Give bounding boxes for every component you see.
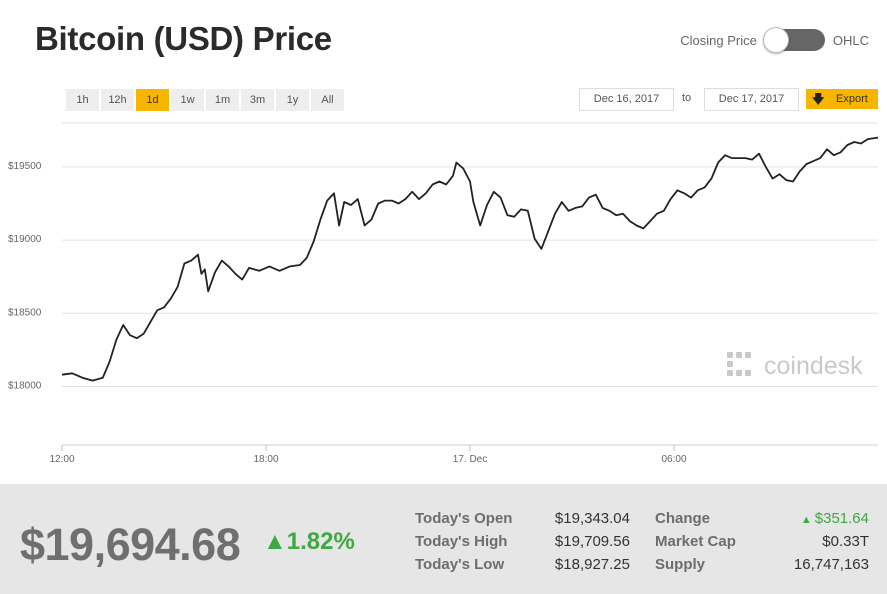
today-open-label: Today's Open: [415, 510, 513, 527]
today-high-label: Today's High: [415, 533, 508, 550]
range-button-all[interactable]: All: [311, 89, 344, 111]
today-open-value: $19,343.04: [554, 510, 630, 527]
toggle-knob[interactable]: [762, 27, 789, 53]
change-amount: $351.64: [814, 510, 869, 527]
closing-price-label[interactable]: Closing Price: [680, 32, 757, 48]
date-to-input[interactable]: Dec 17, 2017: [704, 88, 799, 111]
y-tick-label: $19500: [8, 161, 42, 172]
range-button-1m[interactable]: 1m: [206, 89, 239, 111]
range-button-1d[interactable]: 1d: [136, 89, 169, 111]
x-tick-label: 17. Dec: [453, 454, 487, 465]
current-price: $19,694.68: [20, 519, 241, 570]
price-chart[interactable]: $18000 $18500 $19000 $19500 12:00 18:00 17. D…: [0, 115, 887, 470]
chart-grid: [61, 122, 878, 451]
change-label: Change: [655, 510, 711, 527]
coindesk-logo-icon: [727, 352, 751, 376]
ohlc-label[interactable]: OHLC: [832, 32, 869, 48]
market-cap-value: $0.33T: [822, 533, 869, 550]
change-up-icon: ▲: [800, 514, 815, 526]
up-triangle-icon: ▲: [263, 528, 287, 555]
today-high-value: $19,709.56: [554, 533, 630, 550]
y-tick-label: $19000: [8, 234, 42, 245]
change-value: ▲ $351.64: [801, 510, 869, 527]
y-tick-label: $18000: [8, 380, 42, 391]
x-tick-label: 06:00: [661, 454, 686, 465]
supply-value: 16,747,163: [793, 556, 869, 573]
range-button-12h[interactable]: 12h: [101, 89, 134, 111]
x-axis-labels: 12:00 18:00 17. Dec 06:00: [49, 454, 686, 465]
price-type-toggle-group: Closing Price OHLC: [680, 25, 869, 55]
date-separator: to: [682, 92, 692, 104]
market-cap-label: Market Cap: [655, 533, 736, 550]
supply-label: Supply: [655, 556, 706, 573]
coindesk-watermark: coindesk: [727, 352, 863, 380]
coindesk-logo-text: coindesk: [764, 352, 863, 380]
range-button-1h[interactable]: 1h: [66, 89, 99, 111]
y-tick-label: $18500: [8, 307, 42, 318]
today-low-value: $18,927.25: [554, 556, 630, 573]
change-percent: ▲1.82%: [263, 528, 355, 556]
range-button-3m[interactable]: 3m: [241, 89, 274, 111]
change-percent-value: 1.82%: [286, 528, 355, 555]
today-low-label: Today's Low: [415, 556, 505, 573]
price-line: [61, 136, 879, 382]
date-from-input[interactable]: Dec 16, 2017: [579, 88, 674, 111]
export-button[interactable]: 🡇 Export: [806, 89, 878, 109]
range-button-1y[interactable]: 1y: [276, 89, 309, 111]
y-axis-labels: $18000 $18500 $19000 $19500: [8, 161, 42, 392]
price-type-toggle[interactable]: [762, 27, 825, 53]
download-arrow-icon: 🡇: [812, 92, 825, 106]
page-title: Bitcoin (USD) Price: [35, 20, 332, 57]
price-summary-panel: [0, 484, 887, 594]
range-selector: 1h 12h 1d 1w 1m 3m 1y All: [66, 89, 344, 111]
export-label: Export: [836, 93, 868, 105]
range-button-1w[interactable]: 1w: [171, 89, 204, 111]
x-tick-label: 18:00: [253, 454, 278, 465]
x-tick-label: 12:00: [49, 454, 74, 465]
